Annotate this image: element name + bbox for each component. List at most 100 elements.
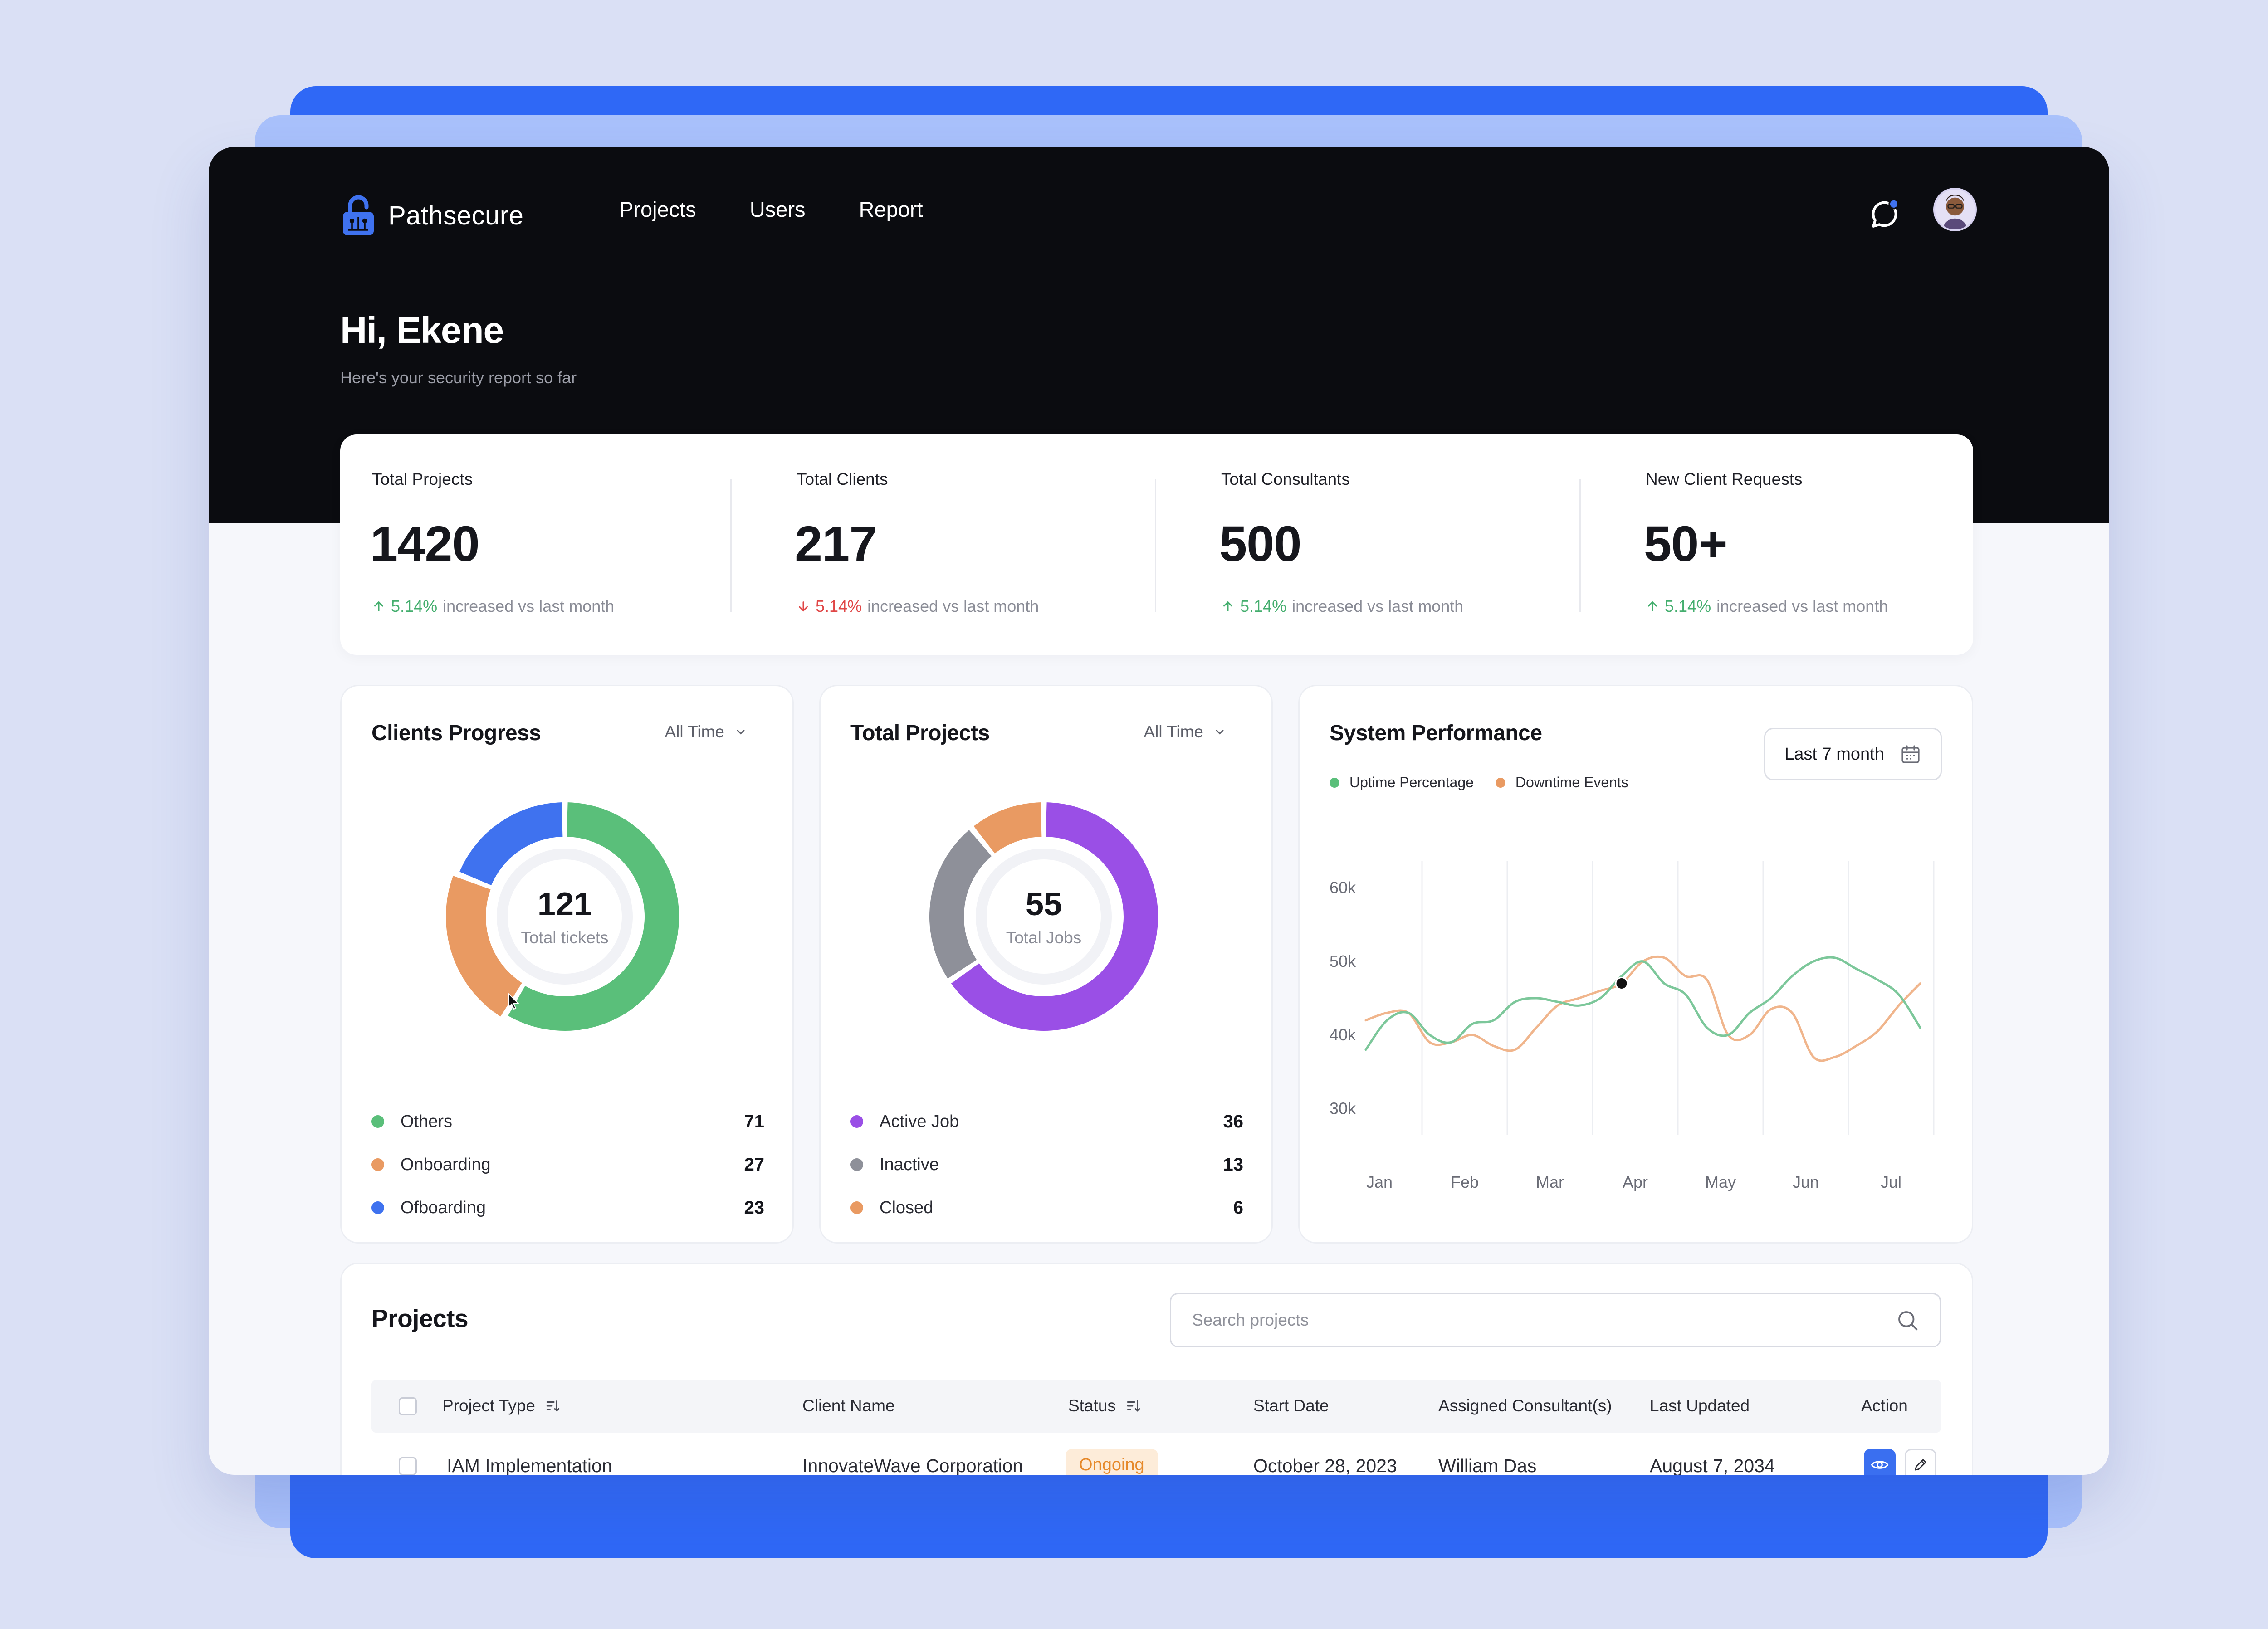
x-tick-label: Jan [1366, 1173, 1393, 1191]
donut-segment-closed[interactable] [973, 802, 1042, 854]
donut-center-value: 121 [537, 886, 592, 922]
donut-segment-others[interactable] [508, 802, 679, 1031]
legend-swatch [850, 1201, 863, 1214]
section-title: Projects [371, 1304, 469, 1332]
highlight-point[interactable] [1615, 977, 1628, 990]
table-row: IAM Implementation InnovateWave Corporat… [371, 1433, 1941, 1475]
donut-segment-active-job[interactable] [951, 802, 1158, 1031]
legend-swatch [371, 1158, 384, 1171]
column-label: Project Type [442, 1396, 535, 1415]
stat-percent: 5.14% [391, 597, 438, 615]
stat-trend: 5.14% increased vs last month [1646, 597, 1888, 616]
stat-percent: 5.14% [1240, 597, 1287, 615]
messages-button[interactable] [1862, 192, 1906, 236]
sort-icon[interactable] [1126, 1398, 1141, 1414]
stat-label: Total Consultants [1221, 470, 1350, 488]
series-line-downtime[interactable] [1364, 955, 1921, 1062]
total-projects-card: Total Projects All Time 55 Total Jobs Ac… [819, 685, 1273, 1244]
clients-progress-card: Clients Progress All Time 121 Total tick… [340, 685, 794, 1244]
nav-projects[interactable]: Projects [619, 197, 696, 221]
greeting-title: Hi, Ekene [340, 310, 504, 351]
donut-center-value: 55 [1025, 886, 1062, 922]
brand[interactable]: Pathsecure [340, 190, 523, 240]
nav-report[interactable]: Report [859, 197, 923, 221]
edit-button[interactable] [1905, 1449, 1936, 1475]
line-chart: 60k 50k 40k 30k Jan Feb Mar Apr May Jun Jul [1330, 861, 1935, 1191]
legend-row-others: Others 71 [371, 1108, 764, 1135]
stat-note: increased vs last month [443, 597, 615, 615]
donut-segment-onboarding[interactable] [446, 876, 523, 1017]
legend-label: Closed [880, 1198, 934, 1217]
app-window: Pathsecure Projects Users Report Hi, Eke… [209, 147, 2109, 1475]
y-tick-label: 40k [1330, 1025, 1356, 1044]
greeting-subtitle: Here's your security report so far [340, 368, 577, 387]
legend-label: Active Job [880, 1112, 959, 1131]
cell-consultant: William Das [1438, 1455, 1537, 1475]
search-input[interactable] [1191, 1310, 1895, 1330]
time-filter-dropdown[interactable]: All Time [665, 722, 747, 741]
series-line-uptime[interactable] [1364, 956, 1921, 1051]
divider [1579, 479, 1581, 612]
donut-segment-inactive[interactable] [929, 830, 992, 979]
y-tick-label: 50k [1330, 952, 1356, 971]
stat-label: Total Clients [797, 470, 888, 488]
view-button[interactable] [1864, 1449, 1896, 1475]
search-icon[interactable] [1895, 1308, 1920, 1332]
arrow-up-icon [1648, 601, 1657, 611]
row-checkbox[interactable] [399, 1457, 417, 1475]
card-title: Clients Progress [371, 721, 541, 745]
column-header-project-type[interactable]: Project Type [442, 1396, 561, 1415]
column-label: Action [1861, 1396, 1908, 1415]
legend-value: 36 [1223, 1111, 1244, 1132]
donut-center-label: Total Jobs [1006, 928, 1082, 947]
arrow-down-icon [799, 601, 808, 612]
column-label: Status [1068, 1396, 1116, 1415]
pencil-icon [1915, 1459, 1926, 1471]
stat-value: 217 [795, 516, 877, 572]
legend-row-closed: Closed 6 [850, 1194, 1243, 1221]
x-tick-label: Feb [1451, 1173, 1479, 1191]
legend-value: 6 [1233, 1197, 1243, 1218]
legend-swatch [371, 1115, 384, 1128]
legend-label: Onboarding [401, 1155, 491, 1174]
filter-label: All Time [665, 722, 724, 741]
status-badge: Ongoing [1066, 1449, 1158, 1475]
legend-value: 27 [744, 1154, 765, 1175]
legend-label: Ofboarding [401, 1198, 486, 1217]
column-label: Client Name [802, 1396, 895, 1415]
sort-icon[interactable] [545, 1398, 561, 1414]
stat-value: 50+ [1644, 516, 1728, 572]
legend-swatch [371, 1201, 384, 1214]
date-range-button[interactable]: Last 7 month [1764, 728, 1942, 780]
cell-client-name: InnovateWave Corporation [802, 1455, 1023, 1475]
stat-trend: 5.14% increased vs last month [797, 597, 1039, 616]
donut-chart [446, 802, 679, 1031]
chart-legend: Uptime Percentage Downtime Events [1330, 774, 1628, 791]
x-tick-label: May [1705, 1173, 1736, 1191]
stat-percent: 5.14% [1665, 597, 1711, 615]
legend-value: 71 [744, 1111, 765, 1132]
nav-users[interactable]: Users [749, 197, 806, 221]
column-header-start-date: Start Date [1253, 1396, 1329, 1415]
legend-swatch [850, 1158, 863, 1171]
user-avatar[interactable] [1933, 188, 1977, 231]
donut-chart [929, 802, 1158, 1031]
stat-label: Total Projects [372, 470, 473, 488]
donut-segment-ofboarding[interactable] [459, 802, 563, 886]
stat-note: increased vs last month [867, 597, 1039, 615]
search-box [1170, 1293, 1941, 1347]
time-filter-dropdown[interactable]: All Time [1144, 722, 1226, 741]
select-all-checkbox[interactable] [399, 1397, 417, 1415]
arrow-up-icon [1223, 601, 1232, 611]
avatar-icon [1943, 195, 1967, 229]
calendar-icon [1901, 745, 1920, 763]
donut-center [508, 859, 622, 974]
stat-total-clients: Total Clients 217 5.14% increased vs las… [765, 434, 1164, 655]
date-range-label: Last 7 month [1784, 744, 1884, 764]
y-tick-label: 60k [1330, 878, 1356, 897]
column-header-status[interactable]: Status [1068, 1396, 1141, 1415]
stat-label: New Client Requests [1646, 470, 1803, 488]
chat-bubble-icon [1872, 199, 1899, 228]
legend-row-inactive: Inactive 13 [850, 1151, 1243, 1178]
y-tick-label: 30k [1330, 1099, 1356, 1117]
